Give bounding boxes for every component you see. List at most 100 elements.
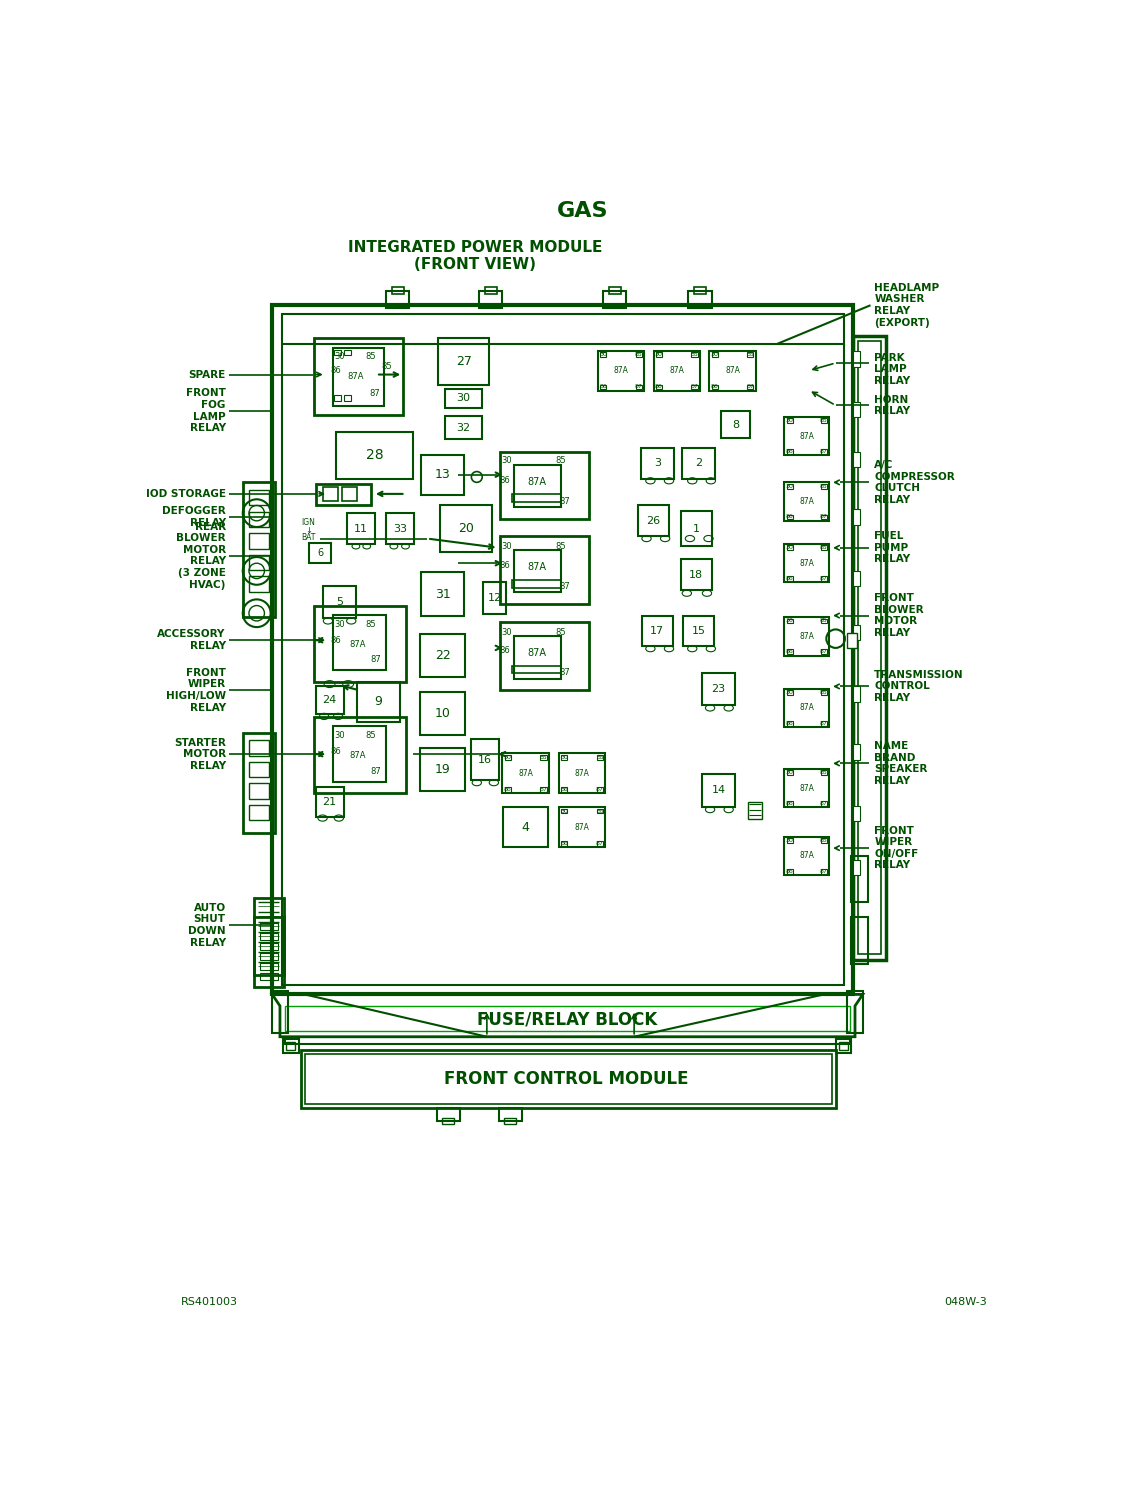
Text: 85: 85 xyxy=(556,456,566,465)
Bar xyxy=(836,1040,851,1053)
Text: 86: 86 xyxy=(786,869,794,873)
Text: 23: 23 xyxy=(711,683,726,693)
Text: FRONT
FOG
LAMP
RELAY: FRONT FOG LAMP RELAY xyxy=(186,389,226,434)
Bar xyxy=(445,416,482,440)
Bar xyxy=(787,419,793,423)
Text: 87: 87 xyxy=(635,385,643,389)
Bar xyxy=(316,787,343,817)
Bar xyxy=(260,973,278,980)
Bar xyxy=(503,808,548,848)
Text: 86: 86 xyxy=(560,787,568,792)
Bar xyxy=(386,514,414,544)
Text: ↓: ↓ xyxy=(306,526,312,535)
Text: 85: 85 xyxy=(820,618,828,624)
Text: 87A: 87A xyxy=(575,769,590,778)
Text: 26: 26 xyxy=(646,515,660,526)
Text: 3: 3 xyxy=(654,457,661,468)
Text: 30: 30 xyxy=(786,545,794,551)
Bar xyxy=(787,484,793,489)
Bar xyxy=(785,836,829,875)
Bar xyxy=(512,495,560,502)
Text: 30: 30 xyxy=(599,352,607,356)
Bar xyxy=(541,787,546,792)
Text: 85: 85 xyxy=(596,809,604,814)
Text: FRONT
BLOWER
MOTOR
RELAY: FRONT BLOWER MOTOR RELAY xyxy=(875,593,924,639)
Text: 86: 86 xyxy=(786,720,794,726)
Bar xyxy=(254,918,284,986)
Bar xyxy=(709,350,755,391)
Bar xyxy=(785,483,829,521)
Bar xyxy=(596,787,603,792)
Bar xyxy=(334,350,341,355)
Bar xyxy=(504,754,511,759)
Bar xyxy=(421,454,463,495)
Text: 87A: 87A xyxy=(800,497,815,506)
Text: 85: 85 xyxy=(635,352,643,356)
Text: 87A: 87A xyxy=(800,784,815,793)
Bar xyxy=(787,545,793,549)
Text: 86: 86 xyxy=(331,747,341,756)
Bar xyxy=(787,576,793,581)
Bar xyxy=(420,634,465,677)
Bar xyxy=(314,606,406,682)
Bar xyxy=(499,1108,521,1121)
Bar xyxy=(249,533,269,548)
Text: 30: 30 xyxy=(457,394,470,404)
Bar xyxy=(641,447,674,478)
Bar xyxy=(420,748,465,792)
Bar xyxy=(249,512,269,527)
Bar xyxy=(334,395,341,401)
Text: 30: 30 xyxy=(501,628,511,637)
Text: IGN: IGN xyxy=(302,518,316,527)
Text: 87: 87 xyxy=(559,497,570,506)
Bar xyxy=(485,287,496,294)
Bar xyxy=(541,754,546,759)
Text: 30: 30 xyxy=(334,619,345,628)
Bar xyxy=(838,1042,849,1050)
Text: 87: 87 xyxy=(559,668,570,677)
Text: 86: 86 xyxy=(655,385,662,389)
Bar xyxy=(249,555,269,570)
Text: 87A: 87A xyxy=(575,823,590,832)
Text: FRONT
WIPER
HIGH/LOW
RELAY: FRONT WIPER HIGH/LOW RELAY xyxy=(166,668,226,713)
Text: 87: 87 xyxy=(596,841,604,846)
Text: 30: 30 xyxy=(711,352,719,356)
Bar xyxy=(600,385,607,389)
Text: 30: 30 xyxy=(786,618,794,624)
Bar xyxy=(683,447,715,478)
Text: 86: 86 xyxy=(786,649,794,655)
Text: 33: 33 xyxy=(393,524,407,533)
Text: STARTER
MOTOR
RELAY: STARTER MOTOR RELAY xyxy=(174,738,226,771)
Bar xyxy=(680,511,711,546)
Bar xyxy=(785,417,829,456)
Text: 6: 6 xyxy=(317,548,324,558)
Bar xyxy=(314,339,403,416)
Bar xyxy=(273,306,853,995)
Bar xyxy=(500,622,590,691)
Text: 87: 87 xyxy=(820,649,828,655)
Bar xyxy=(561,841,568,846)
Bar xyxy=(438,339,488,385)
Text: 27: 27 xyxy=(456,355,471,368)
Bar xyxy=(680,560,711,590)
Text: 87: 87 xyxy=(746,385,754,389)
Bar xyxy=(638,505,669,536)
Bar xyxy=(692,352,698,356)
Bar xyxy=(273,990,287,1034)
Bar xyxy=(853,401,860,417)
Text: 30: 30 xyxy=(501,542,511,551)
Bar xyxy=(692,385,698,389)
Text: 86: 86 xyxy=(560,841,568,846)
Text: 86: 86 xyxy=(331,367,341,376)
Bar xyxy=(249,741,269,756)
Text: 87: 87 xyxy=(540,787,548,792)
Text: 15: 15 xyxy=(692,627,705,636)
Bar xyxy=(821,545,827,549)
Text: HEADLAMP
WASHER
RELAY
(EXPORT): HEADLAMP WASHER RELAY (EXPORT) xyxy=(875,282,939,328)
Text: FUSE/RELAY BLOCK: FUSE/RELAY BLOCK xyxy=(477,1010,657,1028)
Bar xyxy=(688,291,711,309)
Bar xyxy=(787,800,793,806)
Text: 30: 30 xyxy=(504,754,511,760)
Bar xyxy=(309,544,331,563)
Bar xyxy=(642,616,673,646)
